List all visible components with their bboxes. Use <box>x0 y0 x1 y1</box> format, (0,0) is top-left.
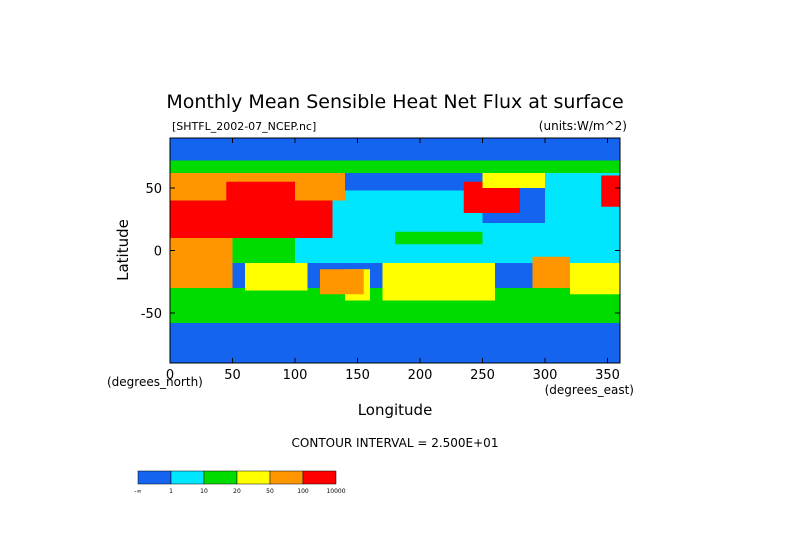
field-region <box>170 200 333 238</box>
field-region <box>170 313 620 323</box>
field-region <box>170 138 620 163</box>
field-region <box>570 263 620 295</box>
chart-title: Monthly Mean Sensible Heat Net Flux at s… <box>166 91 623 113</box>
colorbar: -∞ 1 10 20 50 100 10000 <box>134 470 346 495</box>
colorbar-label: -∞ <box>134 488 141 495</box>
x-unit-label: (degrees_east) <box>545 383 634 397</box>
colorbar-label: 10000 <box>326 488 345 495</box>
colorbar-swatch <box>137 470 172 485</box>
y-tick-label: 50 <box>145 182 162 197</box>
field-region <box>170 323 620 363</box>
x-tick-label: 350 <box>595 368 620 383</box>
colorbar-label: 50 <box>266 488 274 495</box>
field-region <box>382 263 495 301</box>
field-region <box>532 256 570 288</box>
contour-interval: CONTOUR INTERVAL = 2.500E+01 <box>292 436 499 450</box>
field-region <box>332 173 483 191</box>
colorbar-label: 20 <box>233 488 241 495</box>
x-tick-label: 0 <box>166 368 174 383</box>
x-tick-label: 50 <box>224 368 241 383</box>
plot-area <box>169 137 621 364</box>
colorbar-swatch <box>236 470 271 485</box>
field-region <box>332 188 483 226</box>
field-region <box>170 160 620 173</box>
colorbar-label: 1 <box>169 488 173 495</box>
y-unit-label: (degrees_north) <box>107 375 203 389</box>
units-label: (units:W/m^2) <box>539 119 627 133</box>
colorbar-swatch <box>269 470 304 485</box>
field-region <box>170 238 233 288</box>
field-region <box>601 175 620 207</box>
x-tick-label: 150 <box>345 368 370 383</box>
colorbar-label: 100 <box>297 488 309 495</box>
field-region <box>245 263 308 291</box>
x-tick-label: 300 <box>533 368 558 383</box>
y-axis-label: Latitude <box>114 219 132 281</box>
colorbar-label: 10 <box>200 488 208 495</box>
x-tick-label: 100 <box>283 368 308 383</box>
colorbar-swatch <box>170 470 205 485</box>
x-tick-label: 250 <box>470 368 495 383</box>
y-tick-label: 0 <box>154 245 162 260</box>
colorbar-swatch <box>302 470 337 485</box>
x-axis-label: Longitude <box>358 401 433 419</box>
x-tick-label: 200 <box>408 368 433 383</box>
field-region <box>226 181 295 201</box>
file-label: [SHTFL_2002-07_NCEP.nc] <box>172 120 316 133</box>
field-region <box>395 231 483 245</box>
colorbar-swatch <box>203 470 238 485</box>
field-region <box>320 269 364 295</box>
y-tick-label: -50 <box>141 307 162 322</box>
